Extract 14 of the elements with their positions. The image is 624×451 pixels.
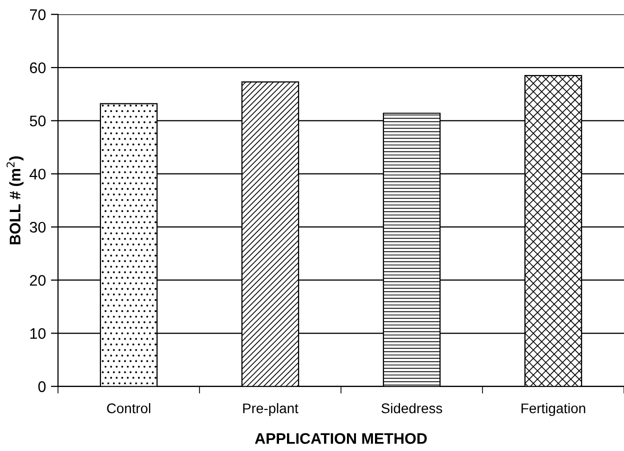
x-tick-label: Pre-plant xyxy=(243,403,298,416)
y-tick-label: 70 xyxy=(30,9,46,20)
x-tick-label: Sidedress xyxy=(382,403,442,414)
y-tick-label: 50 xyxy=(30,116,46,126)
y-tick-label: 20 xyxy=(30,274,46,286)
x-axis-title: APPLICATION METHOD xyxy=(254,433,427,444)
x-tick-label: Fertigation xyxy=(522,403,586,416)
y-tick-label: 10 xyxy=(30,328,46,339)
y-tick-label: 0 xyxy=(38,381,46,392)
y-axis-title: BOLL # (m$^{2}$) xyxy=(6,156,24,244)
y-tick-label: 40 xyxy=(30,168,46,180)
y-tick-label: 60 xyxy=(30,62,46,74)
y-tick-label: 30 xyxy=(30,222,46,233)
x-tick-label: Control xyxy=(107,403,150,414)
